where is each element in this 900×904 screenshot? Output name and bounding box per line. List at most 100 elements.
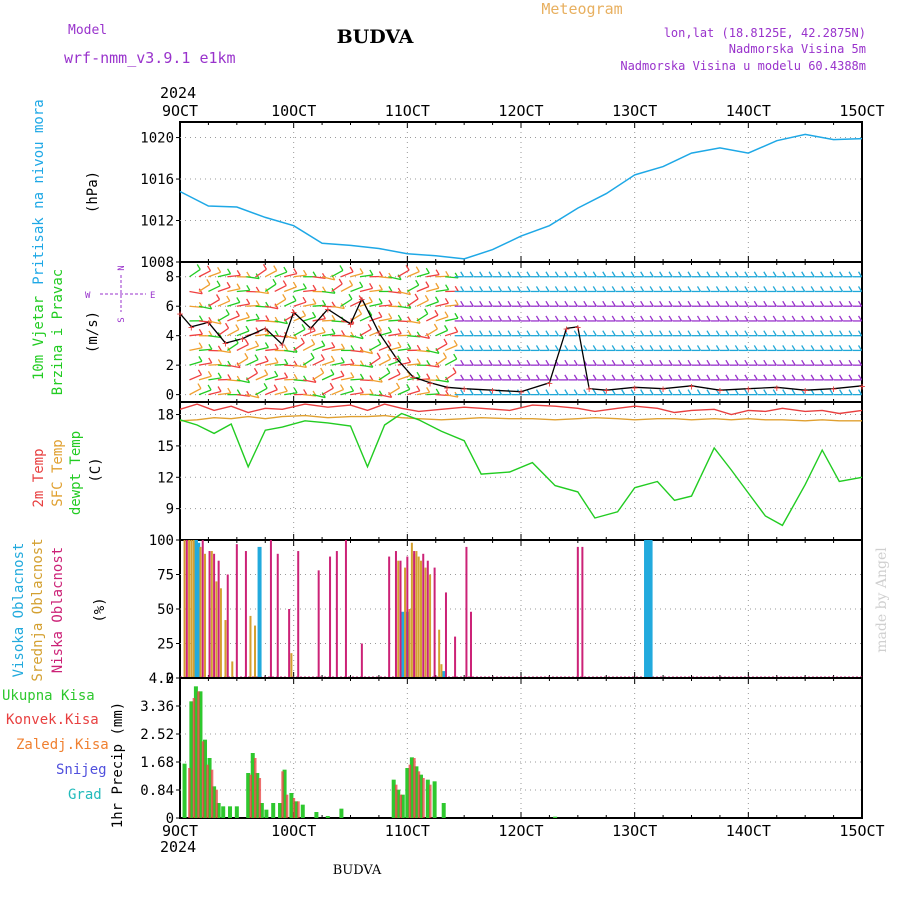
legend-frozen-rain: Zaledj.Kisa bbox=[16, 737, 109, 753]
mid-cloud-bar bbox=[190, 540, 192, 678]
high-cloud-label: Visoka Oblacnost bbox=[11, 543, 27, 678]
model-elevation-label: Nadmorska Visina u modelu 60.4388m bbox=[620, 59, 866, 73]
wind-unit: (m/s) bbox=[85, 311, 101, 353]
pressure-ytick-label: 1020 bbox=[140, 131, 174, 147]
footer-title: BUDVA bbox=[333, 863, 382, 878]
mid-cloud-bar bbox=[438, 630, 440, 678]
time-tick-label: 11OCT bbox=[385, 822, 430, 840]
time-tick-label: 10OCT bbox=[271, 822, 316, 840]
pressure-ytick-label: 1008 bbox=[140, 255, 174, 271]
total-precip-bar bbox=[235, 806, 239, 818]
year-top: 2024 bbox=[160, 84, 196, 102]
mid-cloud-bar bbox=[188, 540, 190, 678]
wind-gust-marker: + bbox=[347, 318, 354, 331]
temperature-unit: (C) bbox=[88, 457, 104, 482]
mid-cloud-bar bbox=[440, 664, 442, 678]
mid-cloud-bar bbox=[249, 616, 251, 678]
wind-gust-marker: + bbox=[393, 352, 400, 365]
precip-ytick-label: 0 bbox=[166, 811, 174, 827]
total-precip-bar bbox=[228, 806, 232, 818]
total-precip-bar bbox=[326, 816, 330, 818]
mid-cloud-bar bbox=[204, 554, 206, 678]
low-cloud-bar bbox=[288, 609, 290, 678]
compass-w: W bbox=[85, 291, 91, 301]
conv-precip-bar bbox=[395, 785, 398, 818]
wind-gust-marker: + bbox=[631, 381, 638, 394]
conv-precip-bar bbox=[429, 785, 432, 818]
conv-precip-bar bbox=[202, 741, 205, 818]
mid-cloud-bar bbox=[415, 551, 417, 678]
sfc-temp-label: SFC Temp bbox=[50, 439, 66, 506]
low-cloud-bar bbox=[336, 551, 338, 678]
low-cloud-bar bbox=[427, 561, 429, 678]
mid-cloud-label: Srednja Oblacnost bbox=[30, 538, 46, 681]
wind-gust-marker: + bbox=[603, 384, 610, 397]
mid-cloud-bar bbox=[254, 626, 256, 678]
total-precip-bar bbox=[221, 806, 225, 818]
precip-axis-label: 1hr Precip (mm) bbox=[110, 702, 126, 828]
low-cloud-bar bbox=[345, 540, 347, 678]
model-name: wrf-nmm_v3.9.1 e1km bbox=[64, 49, 236, 67]
precip-ytick-label: 1.68 bbox=[140, 755, 174, 771]
pressure-ytick-label: 1012 bbox=[140, 214, 174, 230]
conv-precip-bar bbox=[193, 698, 196, 818]
wind-gust-marker: + bbox=[410, 371, 417, 384]
credit-label: made by Angel bbox=[874, 547, 890, 653]
low-cloud-bar bbox=[361, 644, 363, 679]
conv-precip-bar bbox=[297, 801, 300, 818]
low-cloud-bar bbox=[218, 561, 220, 678]
wind-gust-marker: + bbox=[717, 384, 724, 397]
precip-ytick-label: 4.2 bbox=[149, 671, 174, 687]
page-title: BUDVA bbox=[337, 26, 414, 48]
high-cloud-bar bbox=[649, 540, 653, 678]
conv-precip-bar bbox=[413, 758, 416, 818]
conv-precip-bar bbox=[188, 768, 191, 818]
conv-precip-bar bbox=[197, 691, 200, 818]
wind-label-2: Brzina i Pravac bbox=[50, 269, 66, 395]
wind-gust-marker: + bbox=[262, 322, 269, 335]
time-tick-label: 12OCT bbox=[498, 822, 543, 840]
pressure-label: Pritisak na nivou mora bbox=[31, 99, 47, 284]
conv-precip-bar bbox=[254, 758, 257, 818]
temperature-ytick-label: 9 bbox=[166, 502, 174, 518]
time-tick-label: 14OCT bbox=[726, 822, 771, 840]
temp2m-label: 2m Temp bbox=[31, 448, 47, 507]
precip-ytick-label: 0.84 bbox=[140, 783, 174, 799]
total-precip-bar bbox=[301, 805, 305, 818]
mid-cloud-bar bbox=[429, 575, 431, 679]
wind-gust-marker: + bbox=[461, 383, 468, 396]
wind-gust-marker: + bbox=[802, 384, 809, 397]
legend-total-rain: Ukupna Kisa bbox=[2, 688, 95, 704]
total-precip-bar bbox=[264, 810, 268, 818]
precip-legend: Ukupna Kisa Konvek.Kisa Zaledj.Kisa Snij… bbox=[2, 688, 109, 803]
low-cloud-bar bbox=[245, 551, 247, 678]
wind-gust-marker: + bbox=[745, 383, 752, 396]
precip-ytick-label: 3.36 bbox=[140, 699, 174, 715]
time-tick-label: 9OCT bbox=[162, 102, 198, 120]
conv-precip-bar bbox=[286, 795, 289, 818]
mid-cloud-bar bbox=[215, 581, 217, 678]
total-precip-bar bbox=[442, 803, 446, 818]
wind-gust-marker: + bbox=[660, 383, 667, 396]
mid-cloud-bar bbox=[397, 561, 399, 678]
wind-gust-marker: + bbox=[376, 327, 383, 340]
conv-precip-bar bbox=[422, 778, 425, 818]
wind-ytick-label: 8 bbox=[166, 270, 174, 286]
low-cloud-bar bbox=[454, 637, 456, 678]
wind-gust-marker: + bbox=[188, 321, 195, 334]
wind-gust-marker: + bbox=[444, 381, 451, 394]
low-cloud-bar bbox=[470, 612, 472, 678]
wind-gust-marker: + bbox=[586, 383, 593, 396]
wind-ytick-label: 2 bbox=[166, 358, 174, 374]
legend-snow: Snijeg bbox=[56, 762, 107, 778]
wind-ytick-label: 4 bbox=[166, 329, 174, 345]
time-tick-label: 14OCT bbox=[726, 102, 771, 120]
low-cloud-bar bbox=[400, 561, 402, 678]
time-tick-label: 12OCT bbox=[498, 102, 543, 120]
dewpt-label: dewpt Temp bbox=[68, 431, 84, 515]
